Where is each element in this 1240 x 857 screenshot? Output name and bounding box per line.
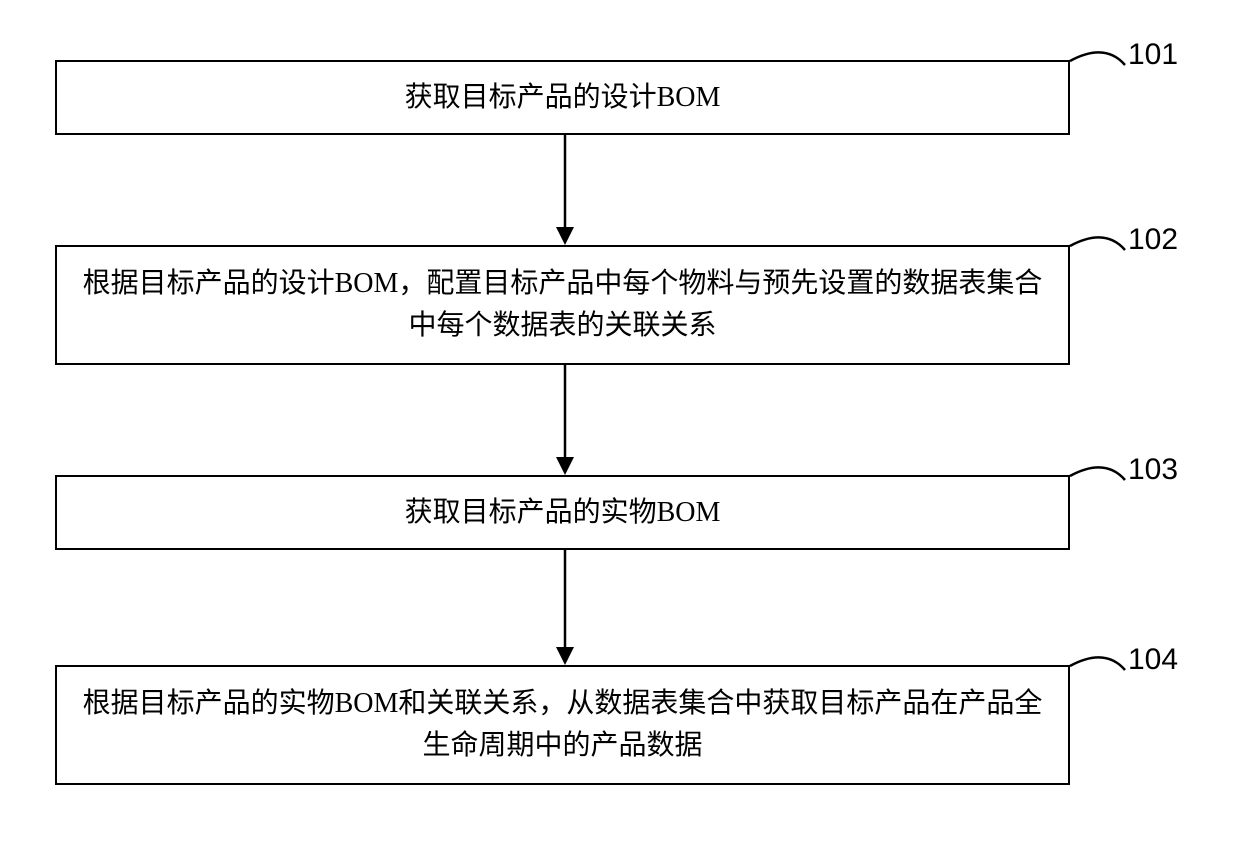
- step-text: 根据目标产品的实物BOM和关联关系，从数据表集合中获取目标产品在产品全生命周期中…: [77, 683, 1048, 767]
- leader-line-104: [55, 635, 1235, 695]
- step-text: 根据目标产品的设计BOM，配置目标产品中每个物料与预先设置的数据表集合中每个数据…: [77, 263, 1048, 347]
- leader-line-102: [55, 215, 1235, 275]
- step-label-104: 104: [1128, 643, 1178, 677]
- leader-line-101: [55, 30, 1235, 90]
- step-label-101: 101: [1128, 38, 1178, 72]
- step-label-102: 102: [1128, 223, 1178, 257]
- leader-line-103: [55, 445, 1235, 505]
- step-label-103: 103: [1128, 453, 1178, 487]
